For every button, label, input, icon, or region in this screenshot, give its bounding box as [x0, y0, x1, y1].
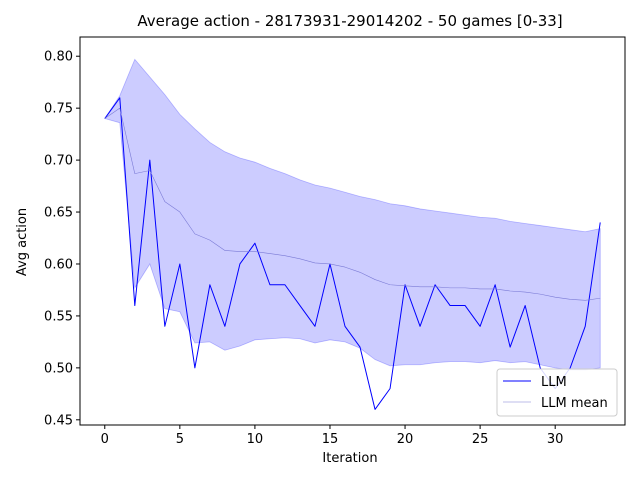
series-line-llm — [104, 97, 601, 410]
y-axis-label: Avg action — [15, 208, 30, 276]
x-tick-label: 5 — [176, 432, 184, 447]
x-tick-label: 30 — [547, 432, 564, 447]
x-tick-label: 25 — [472, 432, 489, 447]
series-lines-layer — [104, 97, 601, 410]
y-tick-label: 0.80 — [44, 50, 73, 65]
series-line-llm-mean — [104, 107, 601, 301]
x-tick-label: 20 — [397, 432, 414, 447]
plot-area — [79, 36, 626, 426]
x-tick-label: 10 — [247, 432, 264, 447]
legend-label-llm: LLM — [541, 375, 567, 390]
y-tick-label: 0.60 — [44, 257, 73, 272]
x-axis-label: Iteration — [322, 451, 377, 466]
y-tick-label: 0.70 — [44, 154, 73, 169]
y-tick-label: 0.75 — [44, 102, 73, 117]
y-tick-label: 0.55 — [44, 309, 73, 324]
x-tick-label: 15 — [322, 432, 339, 447]
y-tick-label: 0.45 — [44, 413, 73, 428]
y-axis-ticks: 0.45 0.50 0.55 0.60 0.65 0.70 0.75 0.80 — [44, 50, 80, 428]
y-tick-label: 0.65 — [44, 206, 73, 221]
legend-label-llm-mean: LLM mean — [541, 396, 608, 411]
chart-title: Average action - 28173931-29014202 - 50 … — [137, 12, 562, 30]
y-tick-label: 0.50 — [44, 361, 73, 376]
legend: LLM LLM mean — [496, 368, 618, 417]
x-tick-label: 0 — [101, 432, 109, 447]
x-axis-ticks: 0 5 10 15 20 25 30 — [101, 425, 564, 447]
axes-frame — [79, 36, 626, 426]
